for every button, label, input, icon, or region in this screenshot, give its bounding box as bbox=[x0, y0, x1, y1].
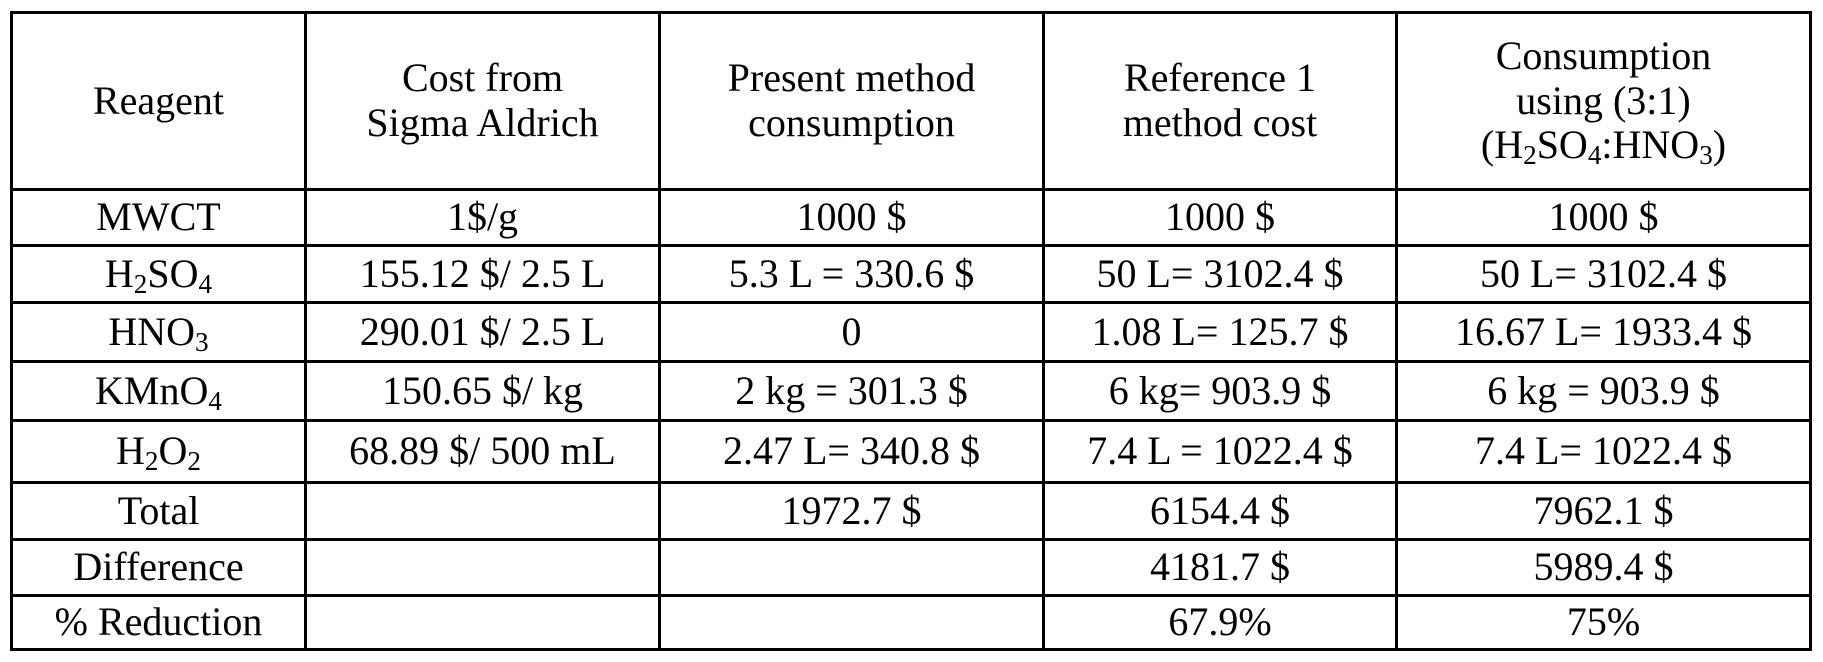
formula-part: ) bbox=[1713, 122, 1726, 167]
header-text: Reference 1 bbox=[1049, 56, 1391, 101]
cell-present: 0 bbox=[660, 303, 1044, 362]
formula-subscript: 4 bbox=[1588, 140, 1602, 170]
cell-cost bbox=[306, 596, 660, 650]
table-row-difference: Difference 4181.7 $ 5989.4 $ bbox=[12, 540, 1811, 596]
header-text: Reagent bbox=[17, 79, 300, 124]
header-reagent: Reagent bbox=[12, 13, 306, 190]
cell-cost: 150.65 $/ kg bbox=[306, 362, 660, 421]
header-cost-sigma-aldrich: Cost from Sigma Aldrich bbox=[306, 13, 660, 190]
table-row-h2so4: H2SO4 155.12 $/ 2.5 L 5.3 L = 330.6 $ 50… bbox=[12, 246, 1811, 303]
reagent-cost-table: Reagent Cost from Sigma Aldrich Present … bbox=[10, 11, 1812, 651]
table-row-kmno4: KMnO4 150.65 $/ kg 2 kg = 301.3 $ 6 kg= … bbox=[12, 362, 1811, 421]
row-label: Total bbox=[118, 488, 200, 533]
formula-part: (H bbox=[1481, 122, 1523, 167]
cell-present bbox=[660, 596, 1044, 650]
table-row-mwct: MWCT 1$/g 1000 $ 1000 $ 1000 $ bbox=[12, 190, 1811, 246]
table-row-hno3: HNO3 290.01 $/ 2.5 L 0 1.08 L= 125.7 $ 1… bbox=[12, 303, 1811, 362]
cell-reagent: Total bbox=[12, 483, 306, 540]
reagent-name: HNO bbox=[108, 309, 195, 354]
reagent-subscript: 2 bbox=[187, 446, 201, 476]
cell-present: 1972.7 $ bbox=[660, 483, 1044, 540]
header-text: consumption bbox=[665, 101, 1038, 146]
cell-reference: 6154.4 $ bbox=[1044, 483, 1397, 540]
reagent-name: H bbox=[105, 251, 134, 296]
header-present-method: Present method consumption bbox=[660, 13, 1044, 190]
cell-cost: 68.89 $/ 500 mL bbox=[306, 421, 660, 483]
header-formula: (H2SO4:HNO3) bbox=[1402, 123, 1805, 168]
reagent-name: KMnO bbox=[95, 368, 208, 413]
cell-reagent: Difference bbox=[12, 540, 306, 596]
header-text: method cost bbox=[1049, 101, 1391, 146]
formula-subscript: 3 bbox=[1699, 140, 1713, 170]
reagent-subscript: 2 bbox=[145, 446, 159, 476]
cell-consumption: 7962.1 $ bbox=[1397, 483, 1811, 540]
header-text: Present method bbox=[665, 56, 1038, 101]
reagent-subscript: 4 bbox=[199, 269, 213, 299]
cell-consumption: 1000 $ bbox=[1397, 190, 1811, 246]
formula-subscript: 2 bbox=[1523, 140, 1537, 170]
cell-cost: 290.01 $/ 2.5 L bbox=[306, 303, 660, 362]
cell-consumption: 16.67 L= 1933.4 $ bbox=[1397, 303, 1811, 362]
reagent-name: H bbox=[116, 428, 145, 473]
reagent-name: MWCT bbox=[96, 194, 220, 239]
row-label: Difference bbox=[73, 544, 243, 589]
cell-consumption: 50 L= 3102.4 $ bbox=[1397, 246, 1811, 303]
cell-present: 2 kg = 301.3 $ bbox=[660, 362, 1044, 421]
cell-consumption: 5989.4 $ bbox=[1397, 540, 1811, 596]
cell-present: 2.47 L= 340.8 $ bbox=[660, 421, 1044, 483]
cell-cost bbox=[306, 540, 660, 596]
cell-reference: 67.9% bbox=[1044, 596, 1397, 650]
header-text: Cost from bbox=[311, 56, 654, 101]
cell-cost bbox=[306, 483, 660, 540]
cell-reference: 1.08 L= 125.7 $ bbox=[1044, 303, 1397, 362]
cell-cost: 155.12 $/ 2.5 L bbox=[306, 246, 660, 303]
header-reference-1: Reference 1 method cost bbox=[1044, 13, 1397, 190]
header-consumption-3-1: Consumption using (3:1) (H2SO4:HNO3) bbox=[1397, 13, 1811, 190]
table-row-h2o2: H2O2 68.89 $/ 500 mL 2.47 L= 340.8 $ 7.4… bbox=[12, 421, 1811, 483]
cell-reagent: KMnO4 bbox=[12, 362, 306, 421]
cell-present: 1000 $ bbox=[660, 190, 1044, 246]
table-row-total: Total 1972.7 $ 6154.4 $ 7962.1 $ bbox=[12, 483, 1811, 540]
cell-reagent: % Reduction bbox=[12, 596, 306, 650]
reagent-name: SO bbox=[147, 251, 198, 296]
header-text: using (3:1) bbox=[1402, 79, 1805, 124]
cell-consumption: 7.4 L= 1022.4 $ bbox=[1397, 421, 1811, 483]
formula-part: SO bbox=[1537, 122, 1588, 167]
cell-reagent: H2O2 bbox=[12, 421, 306, 483]
cell-reference: 50 L= 3102.4 $ bbox=[1044, 246, 1397, 303]
formula-part: :HNO bbox=[1601, 122, 1699, 167]
reagent-subscript: 3 bbox=[195, 327, 209, 357]
cell-consumption: 6 kg = 903.9 $ bbox=[1397, 362, 1811, 421]
cell-reference: 1000 $ bbox=[1044, 190, 1397, 246]
cell-reagent: HNO3 bbox=[12, 303, 306, 362]
cell-reagent: H2SO4 bbox=[12, 246, 306, 303]
table-row-percent-reduction: % Reduction 67.9% 75% bbox=[12, 596, 1811, 650]
reagent-subscript: 2 bbox=[134, 269, 148, 299]
reagent-subscript: 4 bbox=[208, 386, 222, 416]
cell-reference: 4181.7 $ bbox=[1044, 540, 1397, 596]
header-text: Sigma Aldrich bbox=[311, 101, 654, 146]
cell-reference: 6 kg= 903.9 $ bbox=[1044, 362, 1397, 421]
cell-consumption: 75% bbox=[1397, 596, 1811, 650]
header-text: Consumption bbox=[1402, 34, 1805, 79]
reagent-name: O bbox=[159, 428, 188, 473]
cell-present: 5.3 L = 330.6 $ bbox=[660, 246, 1044, 303]
cell-reagent: MWCT bbox=[12, 190, 306, 246]
cell-cost: 1$/g bbox=[306, 190, 660, 246]
cell-present bbox=[660, 540, 1044, 596]
cell-reference: 7.4 L = 1022.4 $ bbox=[1044, 421, 1397, 483]
header-row: Reagent Cost from Sigma Aldrich Present … bbox=[12, 13, 1811, 190]
row-label: % Reduction bbox=[55, 599, 263, 644]
